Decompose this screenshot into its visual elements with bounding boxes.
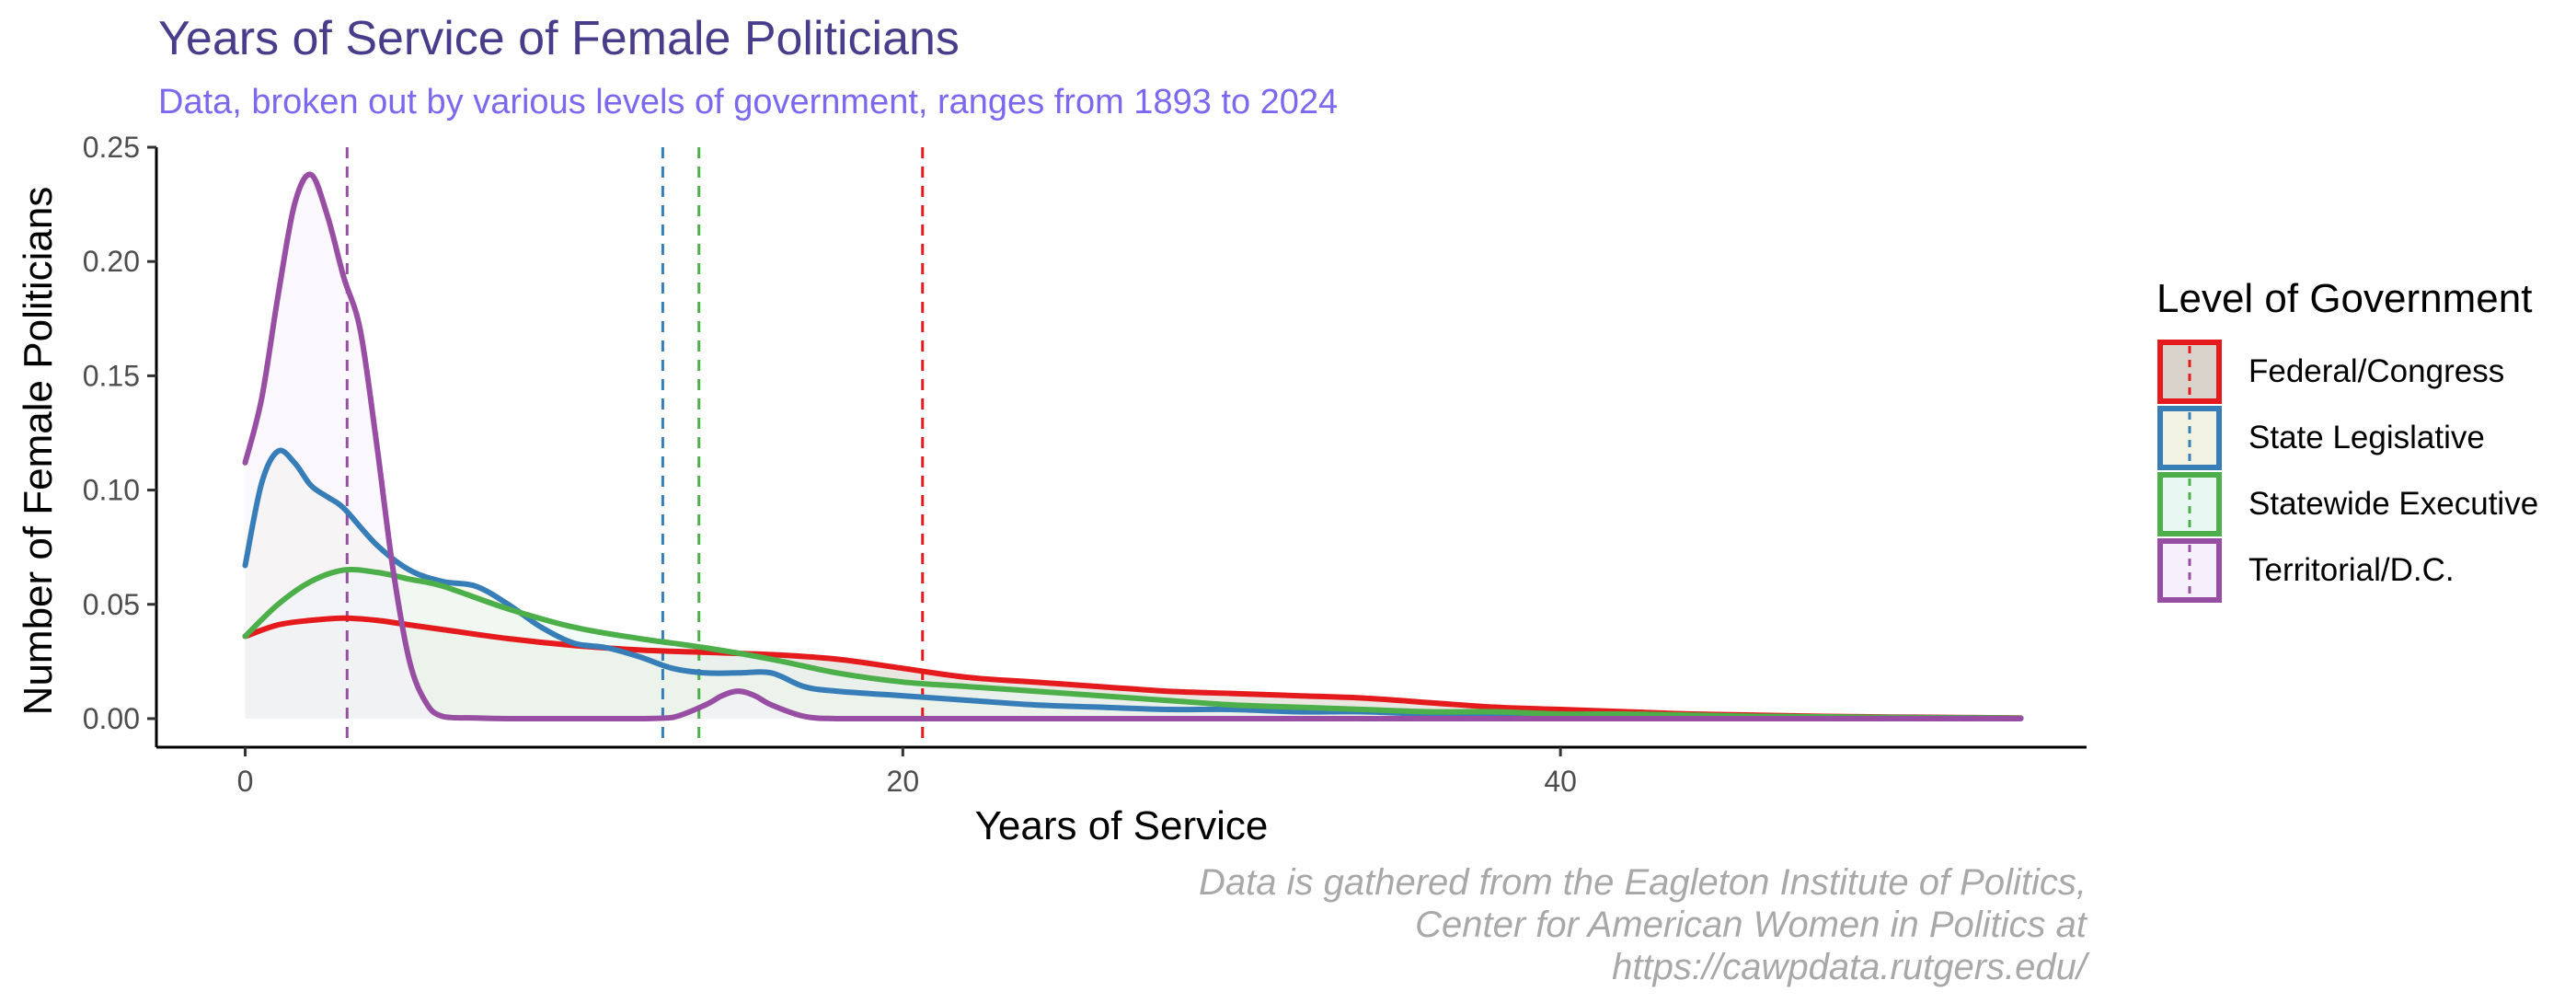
legend-key <box>2157 340 2222 404</box>
legend-item-territorial-d-c: Territorial/D.C. <box>2156 537 2538 604</box>
y-tick-label: 0.05 <box>83 588 140 621</box>
legend-label: Federal/Congress <box>2248 353 2505 389</box>
caption-line: https://cawpdata.rutgers.edu/ <box>1612 947 2087 987</box>
legend-label: Statewide Executive <box>2248 486 2539 522</box>
y-tick-label: 0.00 <box>83 702 140 735</box>
legend-item-state-legislative: State Legislative <box>2156 405 2538 471</box>
legend-item-statewide-executive: Statewide Executive <box>2156 471 2538 537</box>
density-curve-territorial-d-c <box>242 171 2024 722</box>
chart-subtitle: Data, broken out by various levels of go… <box>158 83 1339 121</box>
legend: Level of Government Federal/Congress Stat… <box>2156 276 2538 604</box>
x-ticks: 0 20 40 <box>237 747 1577 798</box>
legend-key <box>2157 538 2222 603</box>
mean-lines <box>345 147 925 747</box>
x-tick-label: 20 <box>887 765 920 798</box>
x-tick-label: 0 <box>237 765 254 798</box>
chart-title: Years of Service of Female Politicians <box>158 12 960 65</box>
axes: 0 20 40 0.00 0.05 0.10 0.15 0.20 0.25 Years of … <box>16 131 2087 848</box>
y-tick-label: 0.25 <box>83 131 140 164</box>
legend-items: Federal/Congress State Legislative Statewi… <box>2156 339 2538 604</box>
y-axis-label: Number of Female Politicians <box>16 187 61 716</box>
legend-item-federal-congress: Federal/Congress <box>2156 339 2538 405</box>
y-ticks: 0.00 0.05 0.10 0.15 0.20 0.25 <box>83 131 156 735</box>
caption-line: Data is gathered from the Eagleton Insti… <box>1199 862 2087 903</box>
legend-key <box>2157 406 2222 470</box>
density-curve-statewide-executive <box>242 566 2024 721</box>
source-caption: Data is gathered from the Eagleton Insti… <box>1199 861 2087 988</box>
x-tick-label: 40 <box>1544 765 1577 798</box>
density-fill-statewide-executive <box>245 569 2021 719</box>
caption-line: Center for American Women in Politics at <box>1415 905 2087 945</box>
density-curves <box>242 171 2024 722</box>
legend-key <box>2157 472 2222 536</box>
legend-label: Territorial/D.C. <box>2248 552 2455 588</box>
legend-label: State Legislative <box>2248 420 2485 455</box>
y-tick-label: 0.20 <box>83 245 140 278</box>
y-tick-label: 0.15 <box>83 359 140 392</box>
y-tick-label: 0.10 <box>83 474 140 507</box>
x-axis-label: Years of Service <box>975 803 1269 848</box>
legend-title: Level of Government <box>2156 276 2533 321</box>
